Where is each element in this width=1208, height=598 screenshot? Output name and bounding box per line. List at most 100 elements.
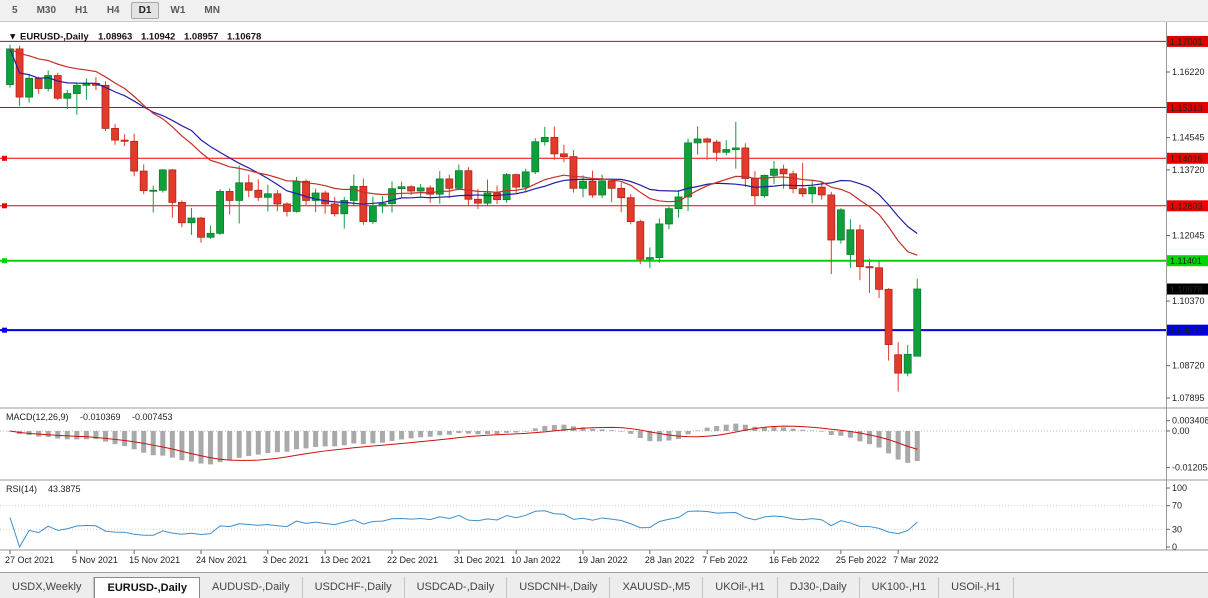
candle [665, 208, 673, 225]
chart-collapse-icon[interactable]: ▼ [8, 32, 17, 43]
macd-histogram-bar [284, 431, 290, 452]
timeframe-w1[interactable]: W1 [170, 5, 186, 16]
scale-label: 30 [1172, 524, 1182, 534]
timeframe-buttons: 5 M30 H1 H4 D1 W1 MN [4, 2, 228, 19]
x-axis-label: 13 Dec 2021 [320, 555, 371, 565]
price-chip-label: 1.14016 [1170, 154, 1203, 164]
macd-histogram-bar [294, 431, 299, 450]
candle [684, 142, 692, 198]
macd-histogram-bar [838, 431, 844, 436]
candle [703, 138, 712, 143]
timeframe-mn[interactable]: MN [204, 5, 220, 16]
candle [25, 77, 34, 98]
macd-histogram-bar [504, 431, 510, 433]
macd-histogram-bar [150, 431, 156, 456]
candle [101, 84, 110, 129]
macd-histogram-bar [418, 431, 424, 438]
macd-histogram-bar [781, 427, 787, 431]
x-axis-label: 25 Feb 2022 [836, 555, 887, 565]
macd-histogram-bar [637, 431, 643, 439]
macd-histogram-bar [379, 431, 385, 443]
macd-histogram-bar [857, 431, 863, 442]
price-chip-label: 1.09627 [1170, 326, 1203, 336]
macd-histogram-bar [590, 428, 596, 431]
x-axis-label: 10 Jan 2022 [511, 555, 561, 565]
timeframe-m30[interactable]: M30 [36, 5, 57, 16]
candle [789, 173, 797, 190]
tab-ukoil-h1[interactable]: UKOil-,H1 [703, 577, 778, 598]
candle [445, 178, 454, 189]
candle [44, 75, 53, 89]
timeframe-h1[interactable]: H1 [75, 5, 88, 16]
candle [531, 141, 540, 173]
candle [349, 185, 358, 201]
candle [302, 180, 310, 201]
chart-title-low: 1.08957 [184, 32, 218, 43]
timeframe-h4[interactable]: H4 [106, 5, 120, 16]
chart-tabs-bar: USDX,Weekly EURUSD-,Daily AUDUSD-,Daily USD… [0, 572, 1208, 598]
candle [197, 217, 205, 238]
macd-histogram-bar [733, 423, 739, 431]
macd-histogram-bar [437, 431, 443, 436]
tab-usdx-weekly[interactable]: USDX,Weekly [0, 577, 95, 598]
scale-label: 1.12045 [1172, 230, 1205, 240]
macd-histogram-bar [246, 431, 252, 456]
macd-histogram-bar [360, 431, 366, 445]
tab-eurusd-daily[interactable]: EURUSD-,Daily [94, 577, 200, 598]
hline-marker[interactable] [2, 203, 7, 209]
hline-marker[interactable] [2, 155, 7, 161]
tab-uk100-h1[interactable]: UK100-,H1 [859, 577, 940, 598]
timeframe-toolbar: 5 M30 H1 H4 D1 W1 MN [0, 0, 1208, 22]
macd-histogram-bar [742, 424, 748, 431]
macd-histogram-bar [513, 431, 519, 433]
candle [388, 188, 396, 204]
macd-histogram-bar [819, 431, 825, 432]
candle [540, 136, 549, 143]
macd-histogram-bar [389, 431, 395, 441]
tab-usdcad-daily[interactable]: USDCAD-,Daily [404, 577, 508, 598]
candle [588, 180, 597, 196]
macd-histogram-bar [236, 431, 242, 458]
price-chip-bg [1167, 255, 1208, 267]
candle [645, 257, 654, 260]
macd-histogram-bar [179, 431, 185, 461]
price-chip-bg [1167, 152, 1208, 164]
candle [63, 93, 72, 99]
scale-label: 0.003408 [1172, 416, 1208, 426]
macd-histogram-bar [446, 431, 452, 435]
macd-value-signal: -0.007453 [132, 412, 173, 422]
tab-audusd-daily[interactable]: AUDUSD-,Daily [199, 577, 303, 598]
candle [187, 217, 196, 224]
macd-histogram-bar [217, 431, 223, 463]
candle [779, 168, 788, 175]
chart-plot-area[interactable] [0, 22, 1166, 550]
timeframe-d1[interactable]: D1 [130, 2, 160, 19]
candle [273, 193, 282, 205]
tab-dj30-daily[interactable]: DJ30-,Daily [777, 577, 860, 598]
tab-usdcnh-daily[interactable]: USDCNH-,Daily [507, 577, 611, 598]
candle [397, 186, 406, 190]
hline-marker[interactable] [2, 327, 7, 333]
macd-histogram-bar [141, 431, 147, 453]
price-chip-bg [1167, 200, 1208, 212]
chart-title-close: 1.10678 [227, 32, 261, 43]
candle [168, 169, 177, 203]
time-scale: 27 Oct 2021 5 Nov 2021 15 Nov 2021 24 Nov 2… [5, 550, 939, 565]
candle [330, 203, 339, 215]
timeframe-5[interactable]: 5 [12, 5, 18, 16]
candle [693, 138, 702, 144]
macd-histogram-bar [542, 425, 548, 431]
candle [72, 84, 81, 94]
hline-marker[interactable] [2, 258, 7, 264]
candle [722, 149, 731, 153]
tab-usoil-h1[interactable]: USOil-,H1 [939, 577, 1014, 598]
ma-red-line [9, 48, 918, 256]
candle [493, 192, 501, 201]
tab-xauusd-m5[interactable]: XAUUSD-,M5 [610, 577, 704, 598]
rsi-indicator [0, 505, 1166, 549]
candle [130, 140, 139, 172]
candle [426, 187, 435, 195]
candle [407, 186, 416, 192]
candle [598, 180, 606, 196]
tab-usdchf-daily[interactable]: USDCHF-,Daily [302, 577, 405, 598]
